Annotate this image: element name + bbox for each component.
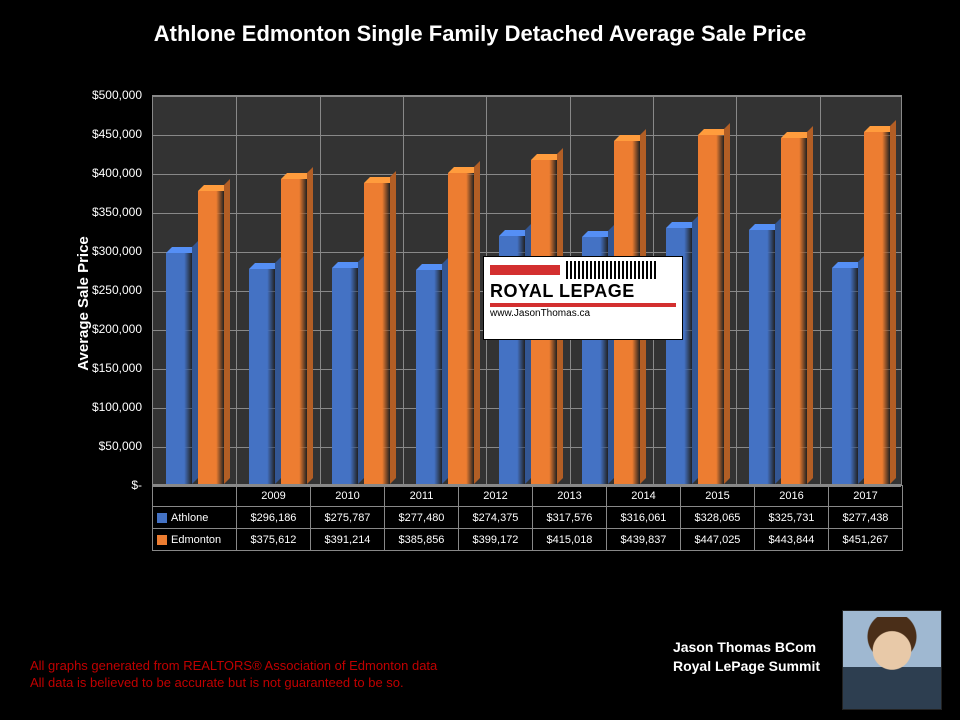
table-cell: $399,172 bbox=[459, 529, 533, 551]
table-cell: 2015 bbox=[681, 485, 755, 507]
bar-edmonton-2010 bbox=[281, 179, 307, 484]
plot-area: ROYAL LEPAGE www.JasonThomas.ca bbox=[152, 95, 902, 485]
legend-cell-edmonton: Edmonton bbox=[153, 529, 237, 551]
table-cell: $317,576 bbox=[533, 507, 607, 529]
signature-block: Jason Thomas BCom Royal LePage Summit bbox=[673, 638, 820, 676]
table-cell: $385,856 bbox=[385, 529, 459, 551]
chart-container: Average Sale Price $500,000$450,000$400,… bbox=[70, 95, 910, 595]
data-table-row-athlone: Athlone$296,186$275,787$277,480$274,375$… bbox=[152, 507, 902, 529]
table-cell: 2009 bbox=[237, 485, 311, 507]
watermark-url: www.JasonThomas.ca bbox=[490, 308, 676, 319]
table-cell: $277,438 bbox=[829, 507, 903, 529]
y-tick-label: $500,000 bbox=[92, 88, 142, 102]
y-tick-label: $400,000 bbox=[92, 166, 142, 180]
table-cell: 2011 bbox=[385, 485, 459, 507]
bar-athlone-2016 bbox=[749, 230, 775, 484]
y-tick-label: $50,000 bbox=[99, 439, 142, 453]
y-tick-label: $150,000 bbox=[92, 361, 142, 375]
bar-edmonton-2015 bbox=[698, 135, 724, 484]
table-cell: 2016 bbox=[755, 485, 829, 507]
category-divider bbox=[236, 96, 237, 484]
table-cell: 2014 bbox=[607, 485, 681, 507]
legend-label: Athlone bbox=[171, 512, 208, 524]
table-cell: $375,612 bbox=[237, 529, 311, 551]
bar-edmonton-2012 bbox=[448, 173, 474, 484]
table-cell: $274,375 bbox=[459, 507, 533, 529]
table-cell: $443,844 bbox=[755, 529, 829, 551]
category-divider bbox=[736, 96, 737, 484]
y-axis-ticks: $500,000$450,000$400,000$350,000$300,000… bbox=[70, 95, 148, 485]
table-cell: 2010 bbox=[311, 485, 385, 507]
signature-company: Royal LePage Summit bbox=[673, 657, 820, 676]
legend-label: Edmonton bbox=[171, 534, 221, 546]
y-tick-label: $200,000 bbox=[92, 322, 142, 336]
table-cell: $328,065 bbox=[681, 507, 755, 529]
footer-disclaimer: All graphs generated from REALTORS® Asso… bbox=[30, 657, 437, 692]
table-cell: $451,267 bbox=[829, 529, 903, 551]
bar-athlone-2010 bbox=[249, 269, 275, 484]
avatar-photo bbox=[842, 610, 942, 710]
legend-swatch bbox=[157, 535, 167, 545]
table-cell: 2017 bbox=[829, 485, 903, 507]
table-cell: $415,018 bbox=[533, 529, 607, 551]
legend-swatch bbox=[157, 513, 167, 523]
y-tick-label: $350,000 bbox=[92, 205, 142, 219]
bar-edmonton-2017 bbox=[864, 132, 890, 484]
data-table-row-edmonton: Edmonton $375,612$391,214$385,856$399,172… bbox=[152, 529, 902, 551]
table-cell: $316,061 bbox=[607, 507, 681, 529]
y-tick-label: $300,000 bbox=[92, 244, 142, 258]
table-cell: 2013 bbox=[533, 485, 607, 507]
watermark-underline bbox=[490, 303, 676, 307]
bar-edmonton-2016 bbox=[781, 138, 807, 484]
legend-cell-empty bbox=[153, 485, 237, 507]
bar-edmonton-2009 bbox=[198, 191, 224, 484]
table-cell: $296,186 bbox=[237, 507, 311, 529]
x-axis-years-row: 200920102011201220132014201520162017 bbox=[152, 485, 902, 507]
table-cell: $391,214 bbox=[311, 529, 385, 551]
table-cell: $447,025 bbox=[681, 529, 755, 551]
category-divider bbox=[403, 96, 404, 484]
bar-athlone-2009 bbox=[166, 253, 192, 484]
table-cell: $325,731 bbox=[755, 507, 829, 529]
y-tick-label: $250,000 bbox=[92, 283, 142, 297]
watermark-logo: ROYAL LEPAGE www.JasonThomas.ca bbox=[483, 256, 683, 340]
category-divider bbox=[820, 96, 821, 484]
bar-athlone-2011 bbox=[332, 268, 358, 484]
bar-athlone-2017 bbox=[832, 268, 858, 484]
signature-name: Jason Thomas BCom bbox=[673, 638, 820, 657]
watermark-brand: ROYAL LEPAGE bbox=[490, 281, 676, 302]
gridline bbox=[153, 96, 901, 97]
y-tick-label: $450,000 bbox=[92, 127, 142, 141]
table-cell: $277,480 bbox=[385, 507, 459, 529]
bar-athlone-2012 bbox=[416, 270, 442, 484]
footer-line-2: All data is believed to be accurate but … bbox=[30, 674, 437, 692]
legend-cell-athlone: Athlone bbox=[153, 507, 237, 529]
watermark-red-bar bbox=[490, 265, 560, 275]
bar-edmonton-2011 bbox=[364, 183, 390, 484]
table-cell: 2012 bbox=[459, 485, 533, 507]
table-cell: $439,837 bbox=[607, 529, 681, 551]
table-cell: $275,787 bbox=[311, 507, 385, 529]
footer-line-1: All graphs generated from REALTORS® Asso… bbox=[30, 657, 437, 675]
chart-title: Athlone Edmonton Single Family Detached … bbox=[0, 0, 960, 53]
y-tick-label: $100,000 bbox=[92, 400, 142, 414]
y-tick-label: $- bbox=[131, 478, 142, 492]
watermark-barcode bbox=[566, 261, 656, 279]
category-divider bbox=[320, 96, 321, 484]
